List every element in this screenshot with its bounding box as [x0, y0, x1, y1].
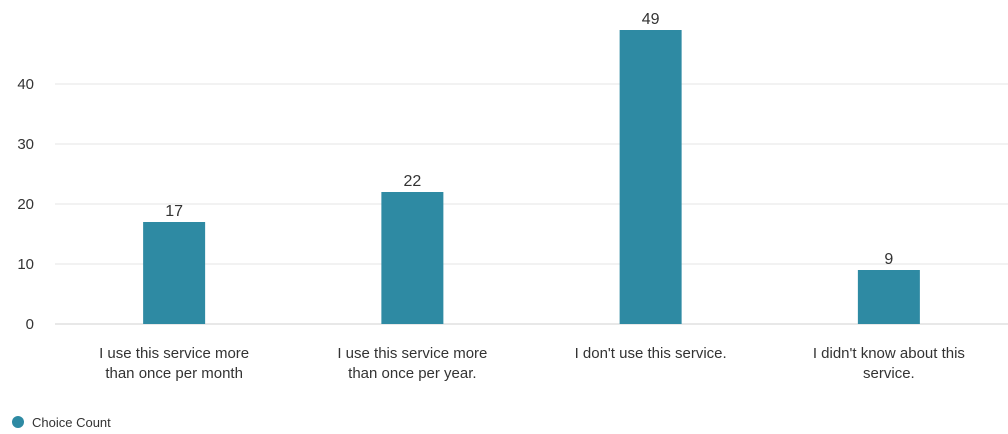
x-tick-label: I didn't know about this [813, 345, 965, 362]
y-tick-label: 10 [17, 256, 34, 273]
bar [857, 270, 920, 324]
legend: Choice Count [12, 412, 111, 432]
y-tick-label: 40 [17, 76, 34, 93]
x-tick-label: I use this service more [337, 345, 487, 362]
x-tick-label: than once per year. [348, 365, 476, 382]
legend-swatch [12, 416, 24, 428]
bar [619, 30, 682, 324]
legend-label: Choice Count [32, 414, 111, 430]
data-label: 9 [884, 251, 893, 268]
y-tick-label: 20 [17, 196, 34, 213]
x-tick-label: service. [863, 365, 915, 382]
data-label: 22 [403, 173, 421, 190]
y-tick-label: 0 [26, 316, 34, 333]
bar-chart: 0 10 20 30 40 17 I use this service more than o… [17, 11, 1008, 382]
x-tick-label: than once per month [105, 365, 243, 382]
data-label: 17 [165, 203, 183, 220]
data-label: 49 [642, 11, 660, 28]
y-tick-label: 30 [17, 136, 34, 153]
x-tick-label: I use this service more [99, 345, 249, 362]
bar [143, 222, 206, 324]
bar [381, 192, 444, 324]
x-tick-label: I don't use this service. [575, 345, 727, 362]
